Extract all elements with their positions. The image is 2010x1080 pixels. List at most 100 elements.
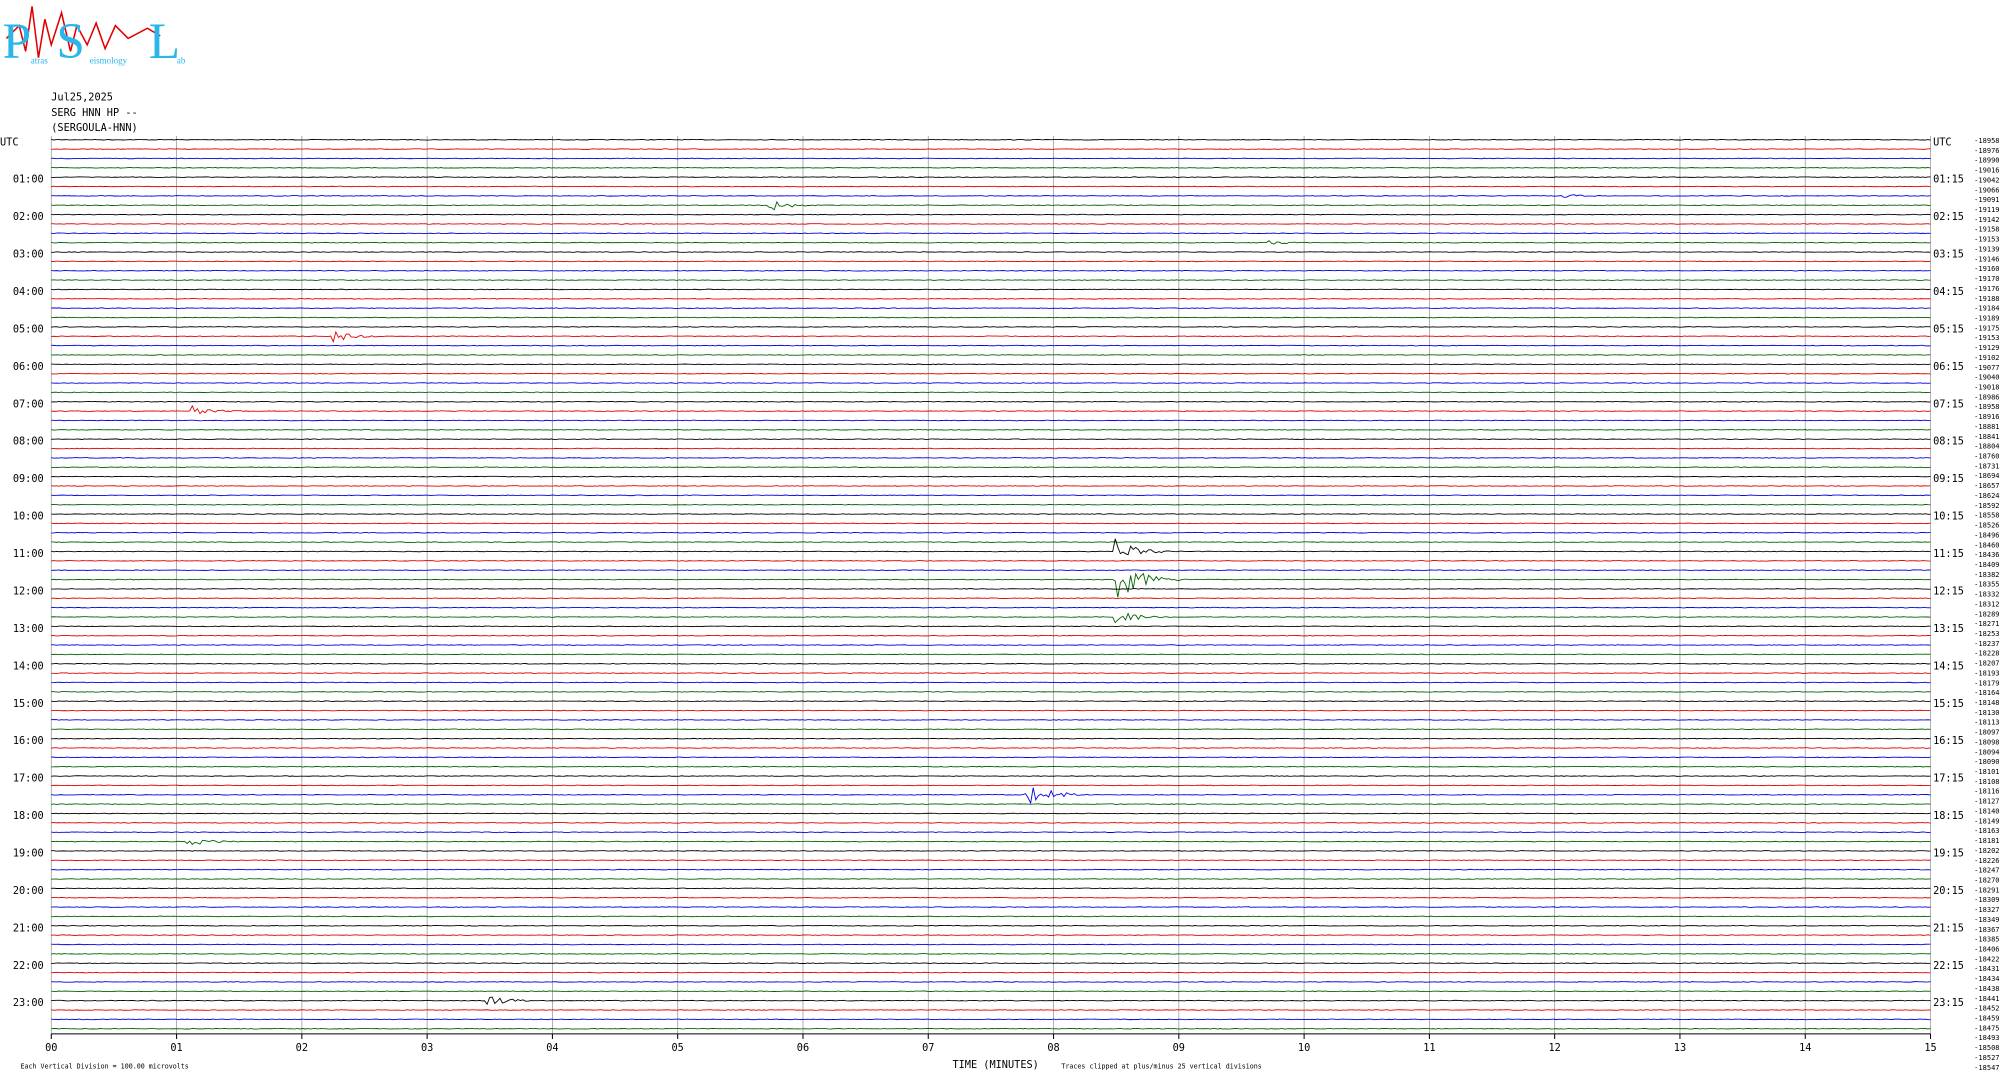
offset-label: -18990 (1974, 156, 1999, 165)
offset-label: -18475 (1974, 1023, 1999, 1032)
trace (51, 850, 1931, 852)
left-time-label: 22:00 (13, 960, 44, 972)
trace (51, 612, 1931, 624)
trace (51, 330, 1931, 344)
right-time-label: 03:15 (1933, 249, 1964, 261)
offset-label: -19040 (1974, 373, 1999, 382)
left-time-label: 07:00 (13, 398, 44, 410)
trace (51, 419, 1931, 422)
offset-label: -19091 (1974, 195, 1999, 204)
trace (51, 382, 1931, 384)
trace (51, 681, 1931, 684)
offset-label: -18148 (1974, 698, 1999, 707)
x-tick-label: 06 (797, 1042, 809, 1054)
trace (51, 541, 1931, 543)
left-time-label: 13:00 (13, 623, 44, 635)
trace (51, 1018, 1931, 1021)
trace (51, 588, 1931, 590)
x-tick-label: 05 (672, 1042, 684, 1054)
x-tick-label: 02 (296, 1042, 308, 1054)
offset-label: -18247 (1974, 866, 1999, 875)
trace (51, 597, 1931, 600)
right-time-label: 04:15 (1933, 286, 1964, 298)
trace (51, 372, 1931, 375)
offset-label: -18228 (1974, 649, 1999, 658)
offset-label: -18976 (1974, 146, 1999, 155)
trace (51, 653, 1931, 656)
offset-label: -18312 (1974, 599, 1999, 608)
trace (51, 138, 1931, 141)
offset-label: -18108 (1974, 777, 1999, 786)
trace (51, 494, 1931, 497)
trace (51, 148, 1931, 150)
left-time-label: 10:00 (13, 511, 44, 523)
trace (51, 868, 1931, 871)
offset-label: -18253 (1974, 629, 1999, 638)
trace (51, 700, 1931, 702)
trace (51, 803, 1931, 805)
trace (51, 307, 1931, 309)
offset-label: -18193 (1974, 668, 1999, 677)
trace (51, 447, 1931, 450)
trace (51, 200, 1931, 211)
trace (51, 400, 1931, 403)
offset-label: -18140 (1974, 806, 1999, 815)
offset-label: -18493 (1974, 1033, 1999, 1042)
offset-label: -18592 (1974, 501, 1999, 510)
trace (51, 662, 1931, 665)
trace (51, 475, 1931, 478)
right-time-label: 12:15 (1933, 585, 1964, 597)
trace (51, 538, 1931, 556)
trace (51, 996, 1931, 1006)
trace (51, 391, 1931, 394)
axis-title: TIME (MINUTES) (952, 1059, 1038, 1071)
left-time-label: 04:00 (13, 286, 44, 298)
x-tick-label: 03 (421, 1042, 433, 1054)
offset-label: -18309 (1974, 895, 1999, 904)
trace (51, 298, 1931, 300)
offset-label: -19119 (1974, 205, 1999, 214)
offset-label: -18657 (1974, 481, 1999, 490)
trace (51, 260, 1931, 263)
offset-label: -18422 (1974, 954, 1999, 963)
offset-label: -19184 (1974, 304, 1999, 313)
right-time-label: 20:15 (1933, 885, 1964, 897)
left-time-label: 18:00 (13, 810, 44, 822)
left-time-label: 14:00 (13, 660, 44, 672)
offset-label: -19016 (1974, 166, 1999, 175)
trace (51, 719, 1931, 721)
trace (51, 560, 1931, 562)
trace (51, 316, 1931, 319)
right-time-label: 07:15 (1933, 398, 1964, 410)
offset-label: -18731 (1974, 461, 1999, 470)
trace (51, 232, 1931, 235)
left-time-label: 20:00 (13, 885, 44, 897)
offset-label: -18527 (1974, 1053, 1999, 1062)
trace (51, 728, 1931, 731)
offset-label: -18270 (1974, 875, 1999, 884)
offset-label: -18434 (1974, 974, 1999, 983)
offset-label: -19129 (1974, 343, 1999, 352)
offset-label: -18986 (1974, 392, 1999, 401)
right-time-label: 16:15 (1933, 735, 1964, 747)
offset-label: -19042 (1974, 175, 1999, 184)
offset-label: -18916 (1974, 412, 1999, 421)
offset-label: -19066 (1974, 185, 1999, 194)
trace (51, 531, 1931, 534)
offset-label: -18163 (1974, 826, 1999, 835)
x-tick-label: 07 (922, 1042, 934, 1054)
trace (51, 606, 1931, 609)
trace (51, 672, 1931, 674)
trace (51, 213, 1931, 216)
left-time-label: 12:00 (13, 585, 44, 597)
offset-label: -18355 (1974, 580, 1999, 589)
offset-label: -18526 (1974, 521, 1999, 530)
trace (51, 1009, 1931, 1011)
trace (51, 572, 1931, 598)
trace (51, 737, 1931, 740)
trace (51, 569, 1931, 571)
right-time-label: 22:15 (1933, 960, 1964, 972)
logo-text: eismology (90, 56, 128, 66)
right-time-label: 06:15 (1933, 361, 1964, 373)
offset-label: -18841 (1974, 432, 1999, 441)
